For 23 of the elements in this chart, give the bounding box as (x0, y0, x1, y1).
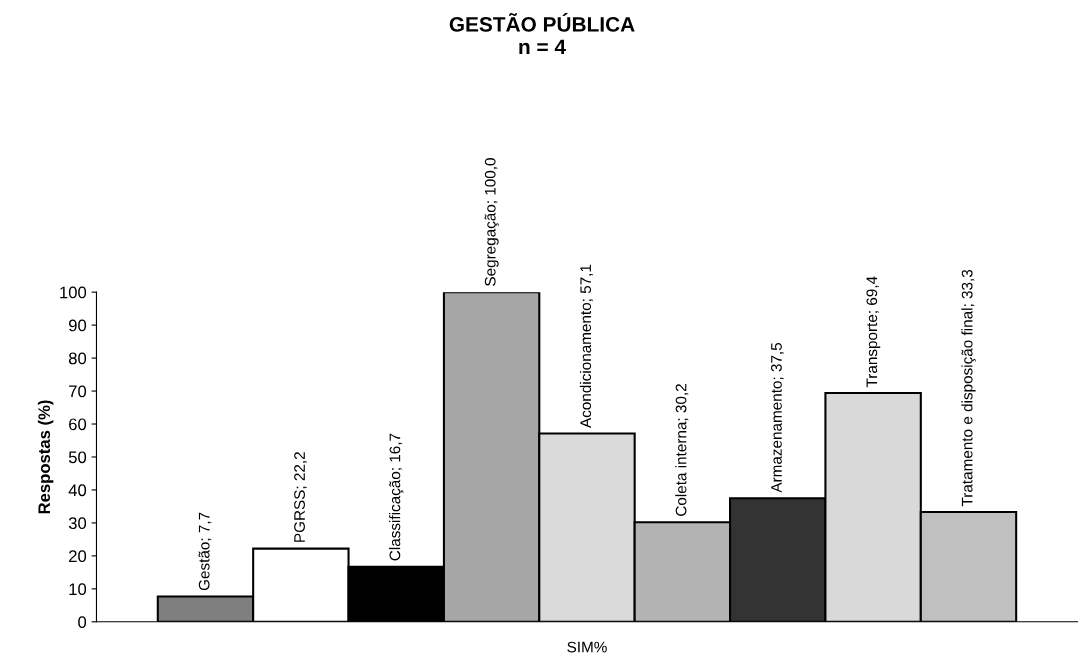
y-tick-label: 80 (68, 352, 87, 365)
chart-title: GESTÃO PÚBLICA n = 4 (449, 13, 635, 54)
y-tick-label: 0 (78, 616, 87, 629)
y-tick-label: 100 (60, 286, 87, 299)
text: Acondicionamento; 57,1 (579, 264, 593, 428)
y-tick-label: 40 (68, 484, 87, 497)
y-tick-label: 90 (69, 319, 87, 332)
text: Armazenamento; 37,5 (771, 342, 784, 493)
text: Gestão; 7,7 (198, 512, 212, 591)
text: Coleta interna; 30,2 (675, 384, 689, 516)
y-tick-label: 60 (69, 418, 87, 431)
text: PGRSS; 22,2 (294, 452, 307, 542)
y-tick-label: 30 (68, 517, 87, 530)
x-tick-label: SIM% (567, 641, 607, 653)
text: Tratamento e disposição final; 33,3 (961, 269, 976, 507)
y-axis-title: Respostas (%) (37, 400, 54, 514)
y-tick-label: 20 (69, 550, 87, 563)
y-tick-label: 70 (69, 385, 87, 398)
text: Transporte; 69,4 (866, 276, 881, 388)
y-tick-label: 50 (68, 451, 87, 464)
text: Segregação; 100,0 (484, 158, 499, 286)
text: Classificação; 16,7 (389, 433, 404, 561)
y-tick-label: 10 (69, 583, 87, 596)
